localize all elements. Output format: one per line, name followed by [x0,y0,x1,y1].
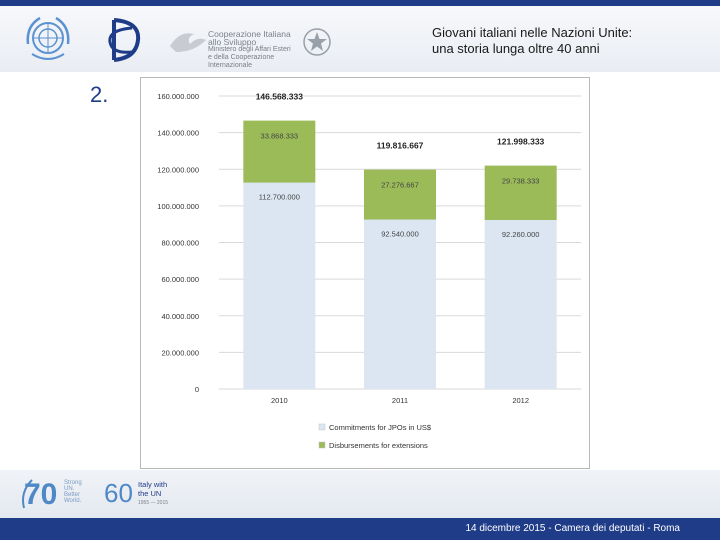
coop-line-3: Ministero degli Affari Esteri [208,46,291,53]
coop-line-4: e della Cooperazione Internazionale [208,54,275,69]
y-tick-label: 80.000.000 [161,239,199,248]
y-tick-label: 20.000.000 [161,348,199,357]
coop-line-1: Cooperazione Italiana [208,29,291,39]
y-tick-label: 0 [195,385,199,394]
data-label: 112.700.000 [259,193,300,202]
legend-label: Disbursements for extensions [329,441,428,450]
x-tick-label: 2012 [512,396,529,405]
coop-line-2: allo Sviluppo [208,37,257,47]
data-label: 29.738.333 [502,177,540,186]
legend-swatch [318,423,326,431]
legend-swatch [318,441,326,449]
bar-segment [364,219,436,389]
un70-wreath-icon [22,479,33,509]
bottom-bar [0,518,720,540]
total-label: 146.568.333 [256,92,304,102]
chart-frame: 0 20.000.000 40.000.000 60.000.000 80.000.00… [140,77,590,469]
legend-label: Commitments for JPOs in US$ [329,423,432,432]
italy60-badge-number: 60 [104,478,133,508]
data-label: 92.540.000 [381,230,419,239]
y-tick-label: 140.000.000 [157,129,199,138]
bar-segment [484,165,557,221]
stacked-bar-chart: 0 20.000.000 40.000.000 60.000.000 80.000.00… [157,92,581,450]
bar-segment [364,169,436,220]
footer-band [0,470,720,518]
cooperazione-logo-text: Cooperazione Italiana allo Sviluppo Mini… [208,30,304,70]
footer-text: 14 dicembre 2015 - Camera dei deputati -… [465,523,680,534]
bar-segment [243,120,316,183]
y-tick-label: 120.000.000 [157,165,199,174]
total-label: 121.998.333 [497,137,545,147]
italy60-line-2: the UN [138,489,162,498]
un70-badge-number: 70 [24,478,58,511]
bar-segment [484,220,557,389]
x-tick-label: 2010 [271,396,288,405]
italy60-line-1: Italy with [138,480,168,489]
data-label: 92.260.000 [502,230,540,239]
un70-badge-tagline: Strong UN. Better World. [64,480,82,504]
italian-emblem-icon [303,28,331,56]
un-emblem-icon [26,16,70,60]
y-tick-label: 60.000.000 [161,275,199,284]
bar-segment [243,182,316,389]
italy60-years: 1955 — 2015 [138,500,169,506]
data-label: 33.868.333 [261,132,299,141]
slide-number: 2. [90,82,109,107]
y-tick-label: 160.000.000 [157,92,199,101]
italy60-badge-text: Italy with the UN [138,480,198,498]
total-label: 119.816.667 [377,141,424,151]
title-line-2: una storia lunga oltre 40 anni [432,41,600,56]
top-accent-bar [0,0,720,6]
data-label: 27.276.667 [381,181,419,190]
title-line-1: Giovani italiani nelle Nazioni Unite: [432,25,633,40]
dc-logo-icon [108,18,141,62]
page-title: Giovani italiani nelle Nazioni Unite: un… [432,25,702,57]
x-tick-label: 2011 [392,396,408,405]
y-tick-label: 100.000.000 [157,202,199,211]
y-tick-label: 40.000.000 [161,312,199,321]
cooperazione-dove-icon [170,33,206,52]
